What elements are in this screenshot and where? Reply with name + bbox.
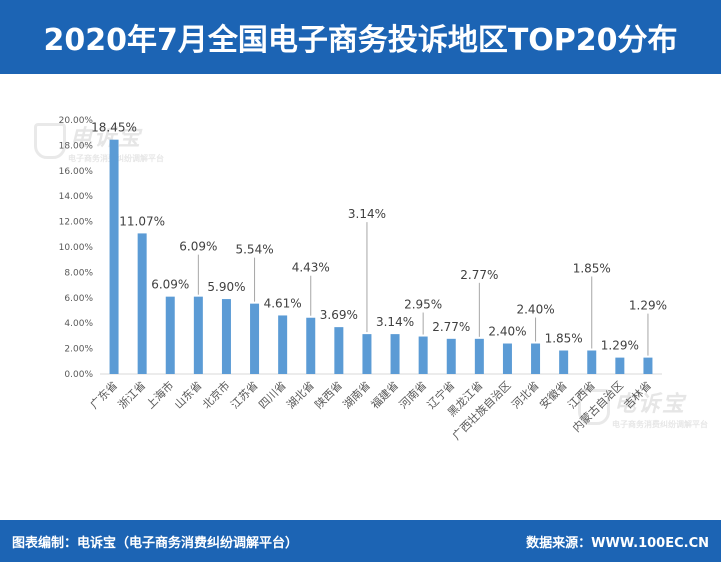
bar [502, 343, 512, 374]
x-tick-label: 四川省 [256, 379, 289, 412]
y-tick-label: 4.00% [64, 319, 93, 329]
data-label: 6.09% [151, 278, 189, 292]
bar [137, 233, 147, 374]
y-tick-label: 0.00% [64, 370, 93, 380]
bar [615, 357, 625, 374]
data-label: 1.29% [629, 299, 667, 313]
footer-credit: 图表编制：电诉宝（电子商务消费纠纷调解平台） [12, 536, 299, 551]
y-tick-label: 8.00% [64, 268, 93, 278]
data-label: 3.14% [376, 315, 414, 329]
x-tick-label: 北京市 [199, 378, 232, 411]
page-title: 2020年7月全国电子商务投诉地区TOP20分布 [43, 23, 678, 58]
data-label: 18.45% [91, 121, 137, 135]
bar [446, 338, 456, 374]
bar [165, 296, 175, 374]
bar [531, 343, 541, 374]
y-tick-label: 18.00% [59, 141, 94, 151]
data-label: 2.77% [432, 320, 470, 334]
x-tick-label: 安徽省 [537, 378, 570, 411]
bar [306, 317, 316, 374]
data-label: 2.40% [488, 325, 526, 339]
footer-bar: 图表编制：电诉宝（电子商务消费纠纷调解平台） 数据来源：WWW.100EC.CN [0, 520, 721, 562]
bar [643, 357, 653, 374]
bar [278, 315, 288, 374]
x-tick-label: 上海市 [143, 378, 176, 411]
x-tick-label: 山东省 [172, 379, 205, 412]
bar [334, 327, 344, 374]
chart-area: 0.00% 2.00% 4.00% 6.00% 8.00% 10.00% 12.00% 14.… [0, 74, 721, 520]
data-label: 4.61% [264, 296, 302, 310]
bar [250, 303, 260, 374]
bar [390, 334, 400, 374]
bar-chart: 0.00% 2.00% 4.00% 6.00% 8.00% 10.00% 12.00% 14.… [59, 116, 667, 443]
data-label: 2.95% [404, 298, 442, 312]
y-tick-label: 6.00% [64, 294, 93, 304]
bar [109, 139, 119, 374]
header-bar: 2020年7月全国电子商务投诉地区TOP20分布 [0, 0, 721, 74]
bar [362, 334, 372, 374]
y-tick-label: 12.00% [59, 218, 94, 228]
data-label: 5.54% [235, 243, 273, 257]
bar [418, 336, 428, 374]
x-tick-label: 江苏省 [228, 379, 261, 412]
y-tick-label: 16.00% [59, 167, 94, 177]
data-label: 5.90% [207, 280, 245, 294]
data-label: 11.07% [119, 214, 165, 228]
x-tick-label: 湖南省 [341, 379, 374, 412]
bar [559, 350, 569, 374]
x-tick-label: 陕西省 [312, 378, 345, 411]
data-label: 2.40% [516, 303, 554, 317]
bar [587, 350, 597, 374]
bar [221, 299, 231, 374]
y-tick-label: 10.00% [59, 243, 94, 253]
y-tick-label: 2.00% [64, 345, 93, 355]
y-tick-label: 20.00% [59, 116, 94, 126]
footer-source: 数据来源：WWW.100EC.CN [526, 536, 709, 551]
x-tick-label: 福建省 [368, 378, 401, 411]
x-tick-label: 河南省 [397, 379, 430, 412]
data-label: 3.14% [348, 207, 386, 221]
data-label: 3.69% [320, 308, 358, 322]
data-label: 1.29% [601, 339, 639, 353]
x-tick-label: 浙江省 [116, 379, 149, 412]
bar [193, 296, 203, 374]
data-label: 1.85% [545, 332, 583, 346]
y-tick-label: 14.00% [59, 192, 94, 202]
x-tick-label: 湖北省 [284, 379, 317, 412]
data-label: 4.43% [292, 261, 330, 275]
x-tick-label: 河北省 [509, 379, 542, 412]
data-label: 1.85% [573, 262, 611, 276]
x-tick-label: 广东省 [88, 379, 121, 412]
bar [474, 338, 484, 374]
data-label: 6.09% [179, 240, 217, 254]
x-tick-label: 吉林省 [621, 378, 654, 411]
data-label: 2.77% [460, 268, 498, 282]
